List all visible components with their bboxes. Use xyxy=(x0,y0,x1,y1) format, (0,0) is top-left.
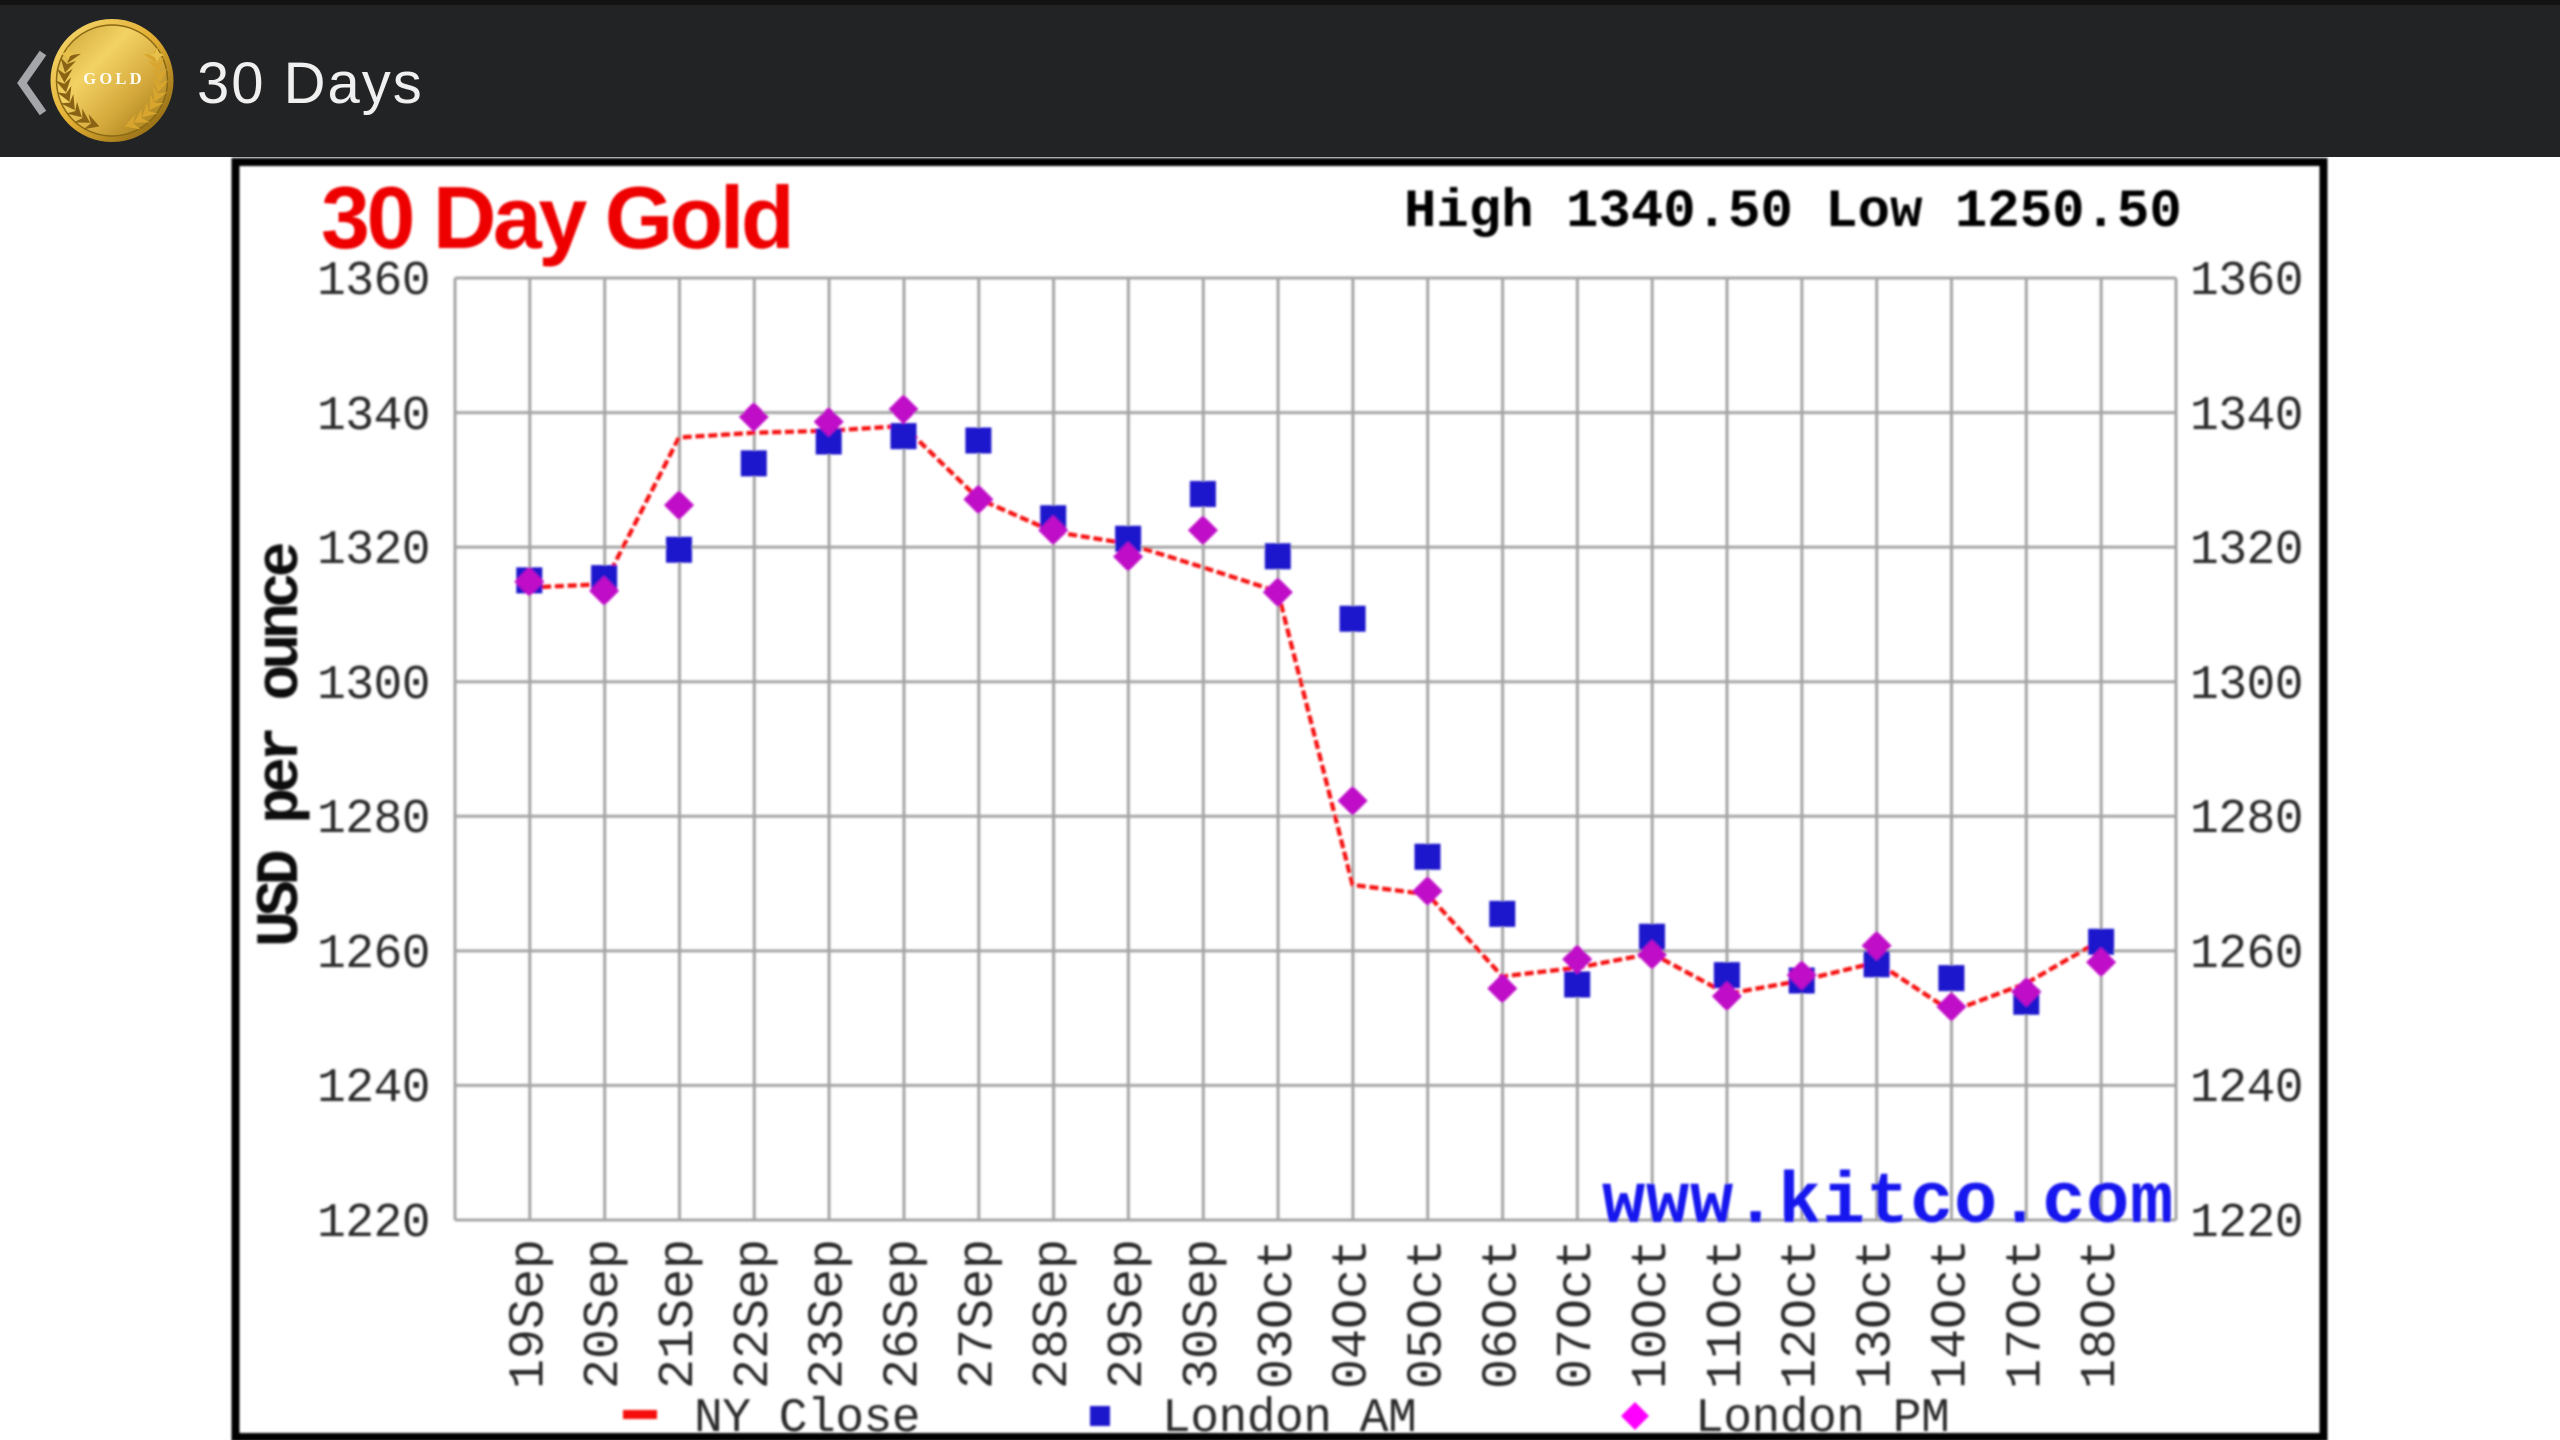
svg-text:30 Day Gold: 30 Day Gold xyxy=(321,168,791,267)
svg-text:26Sep: 26Sep xyxy=(876,1239,933,1389)
svg-text:13Oct: 13Oct xyxy=(1849,1239,1906,1389)
svg-text:1360: 1360 xyxy=(2190,255,2303,309)
svg-text:NY Close: NY Close xyxy=(694,1392,920,1440)
svg-text:27Sep: 27Sep xyxy=(950,1239,1007,1389)
svg-text:07Oct: 07Oct xyxy=(1549,1239,1606,1389)
svg-text:1260: 1260 xyxy=(2190,928,2303,982)
svg-text:29Sep: 29Sep xyxy=(1100,1239,1157,1389)
svg-text:12Oct: 12Oct xyxy=(1774,1239,1831,1389)
svg-text:1340: 1340 xyxy=(317,390,430,444)
svg-text:GOLD: GOLD xyxy=(83,69,144,88)
svg-text:1280: 1280 xyxy=(317,793,430,847)
svg-text:23Sep: 23Sep xyxy=(801,1239,858,1389)
svg-text:22Sep: 22Sep xyxy=(726,1239,783,1389)
svg-text:28Sep: 28Sep xyxy=(1025,1239,1082,1389)
svg-text:1360: 1360 xyxy=(317,255,430,309)
svg-text:1320: 1320 xyxy=(2190,524,2303,578)
svg-text:05Oct: 05Oct xyxy=(1400,1239,1457,1389)
svg-text:1240: 1240 xyxy=(317,1062,430,1116)
svg-text:1300: 1300 xyxy=(2190,659,2303,713)
svg-text:High 1340.50 Low 1250.50: High 1340.50 Low 1250.50 xyxy=(1404,182,2182,243)
svg-text:London PM: London PM xyxy=(1695,1392,1949,1440)
svg-text:1280: 1280 xyxy=(2190,793,2303,847)
svg-text:1260: 1260 xyxy=(317,928,430,982)
svg-text:30Sep: 30Sep xyxy=(1175,1239,1232,1389)
svg-text:10Oct: 10Oct xyxy=(1624,1239,1681,1389)
svg-text:20Sep: 20Sep xyxy=(576,1239,633,1389)
svg-text:London AM: London AM xyxy=(1162,1392,1416,1440)
svg-text:11Oct: 11Oct xyxy=(1699,1239,1756,1389)
svg-text:www.kitco.com: www.kitco.com xyxy=(1602,1162,2174,1244)
svg-text:17Oct: 17Oct xyxy=(1998,1239,2055,1389)
svg-text:USD per ounce: USD per ounce xyxy=(248,543,316,947)
svg-text:30 Days: 30 Days xyxy=(197,51,424,116)
svg-text:03Oct: 03Oct xyxy=(1250,1239,1307,1389)
svg-text:1220: 1220 xyxy=(317,1197,430,1251)
svg-text:1320: 1320 xyxy=(317,524,430,578)
svg-text:06Oct: 06Oct xyxy=(1474,1239,1531,1389)
svg-text:1220: 1220 xyxy=(2190,1197,2303,1251)
svg-text:18Oct: 18Oct xyxy=(2073,1239,2130,1389)
svg-text:14Oct: 14Oct xyxy=(1923,1239,1980,1389)
svg-text:1340: 1340 xyxy=(2190,390,2303,444)
svg-text:04Oct: 04Oct xyxy=(1325,1239,1382,1389)
svg-text:1300: 1300 xyxy=(317,659,430,713)
svg-text:19Sep: 19Sep xyxy=(501,1239,558,1389)
svg-text:21Sep: 21Sep xyxy=(651,1239,708,1389)
svg-text:1240: 1240 xyxy=(2190,1062,2303,1116)
